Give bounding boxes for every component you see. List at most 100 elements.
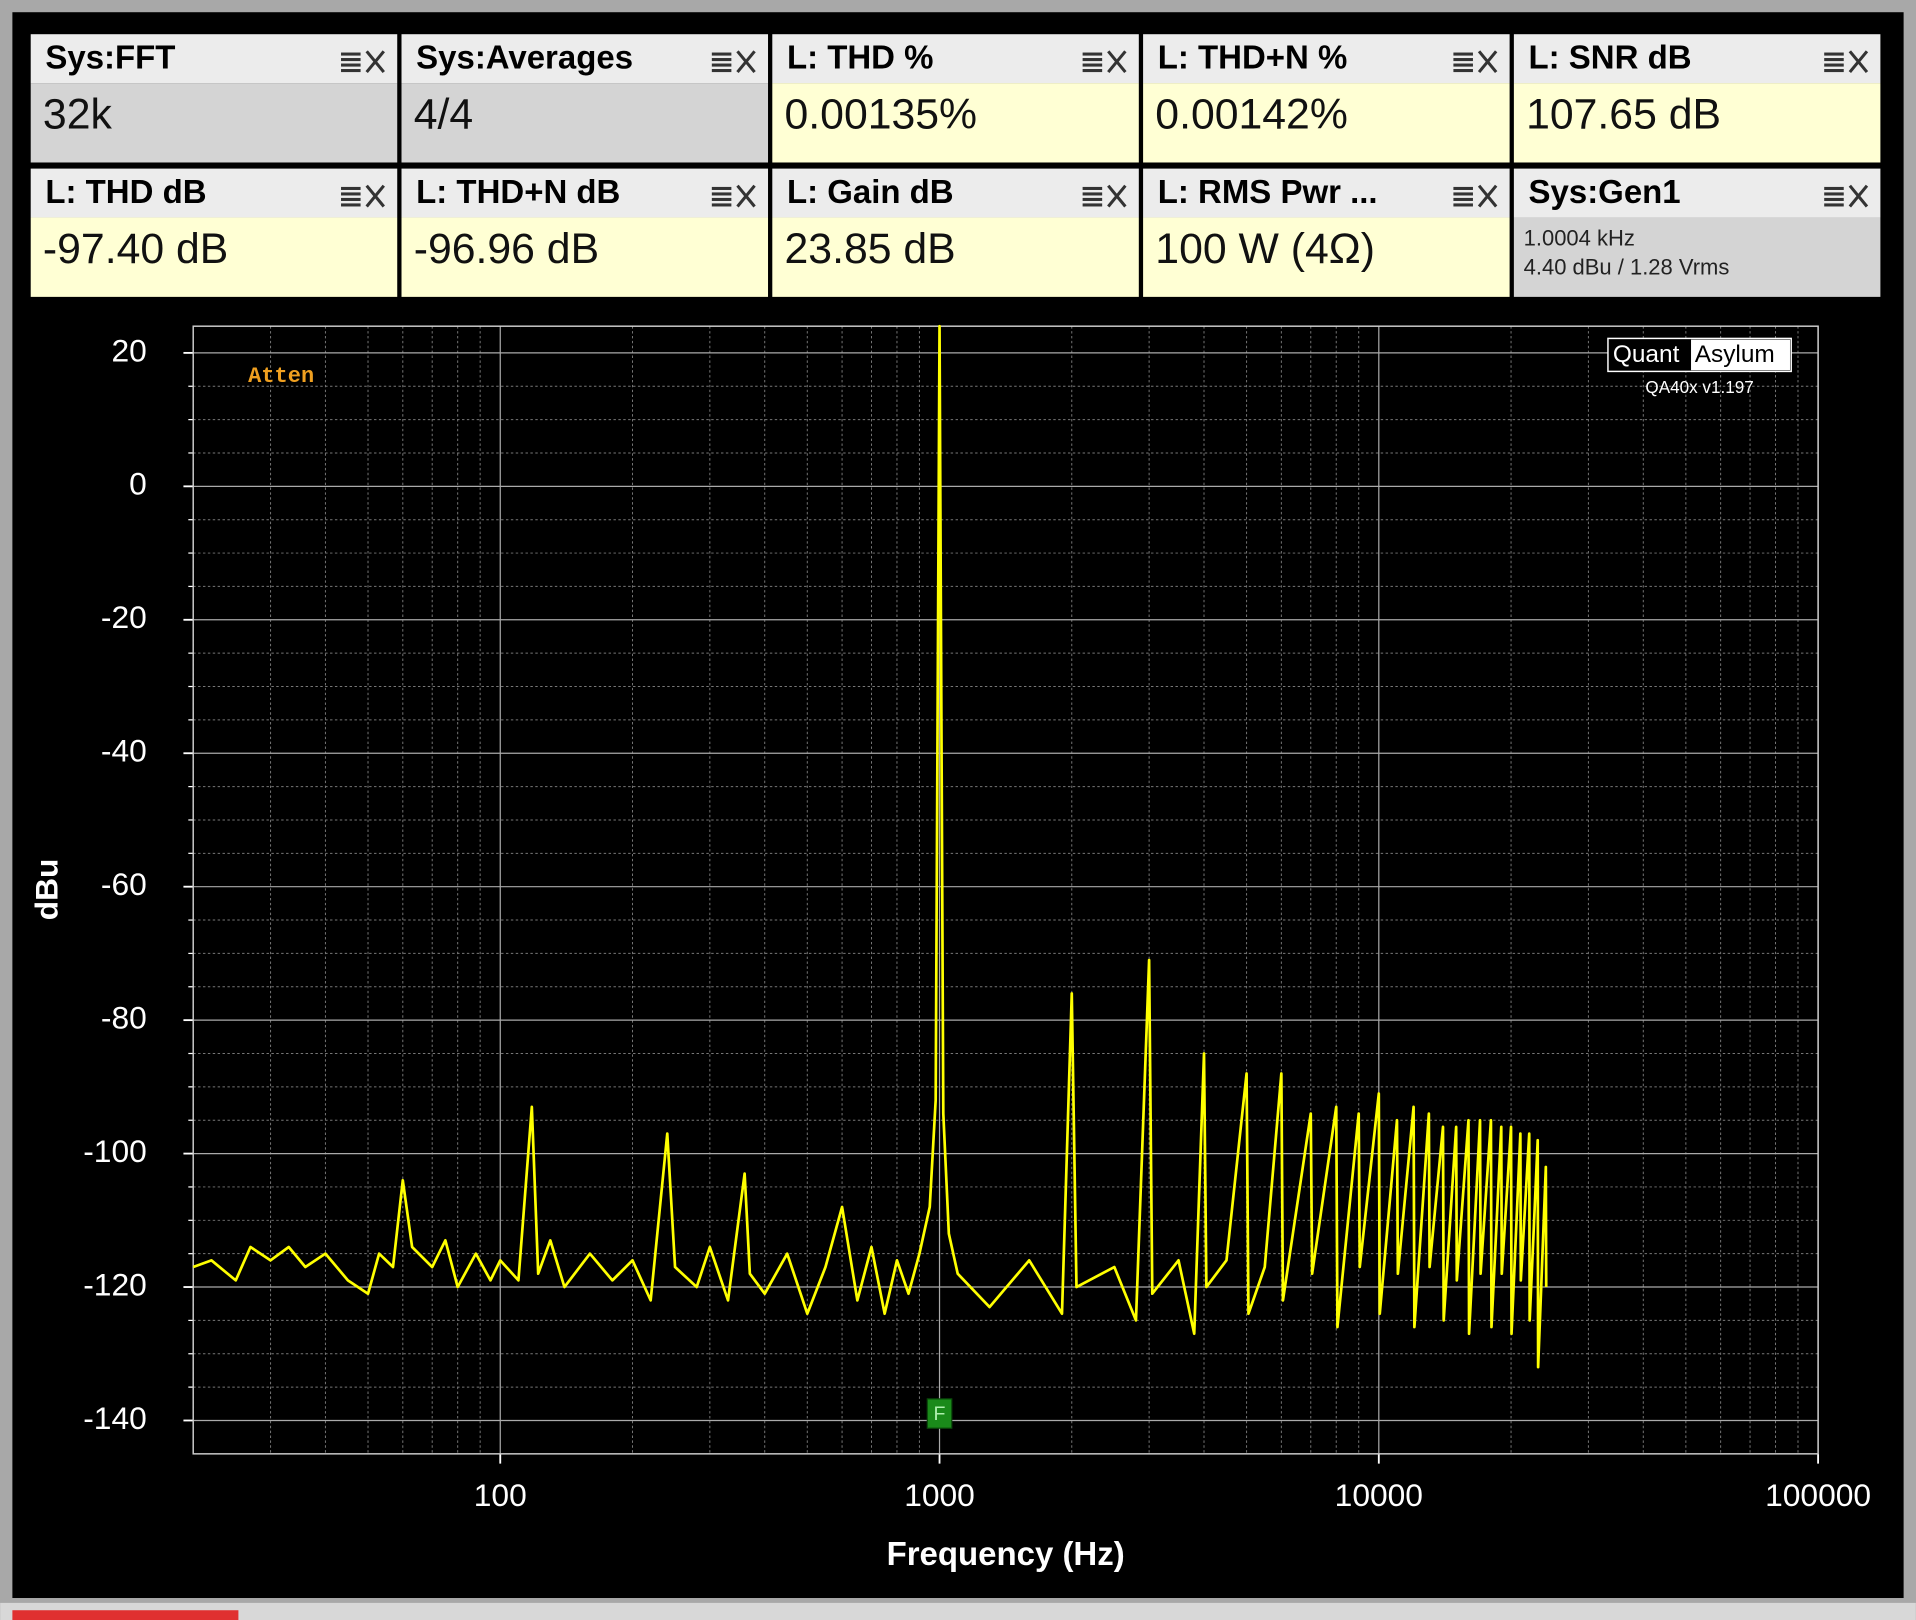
y-tick-label: -60 (101, 866, 147, 902)
menu-icon[interactable] (1082, 58, 1103, 62)
panel-title: Sys:FFT (45, 39, 175, 76)
close-icon[interactable] (365, 184, 385, 208)
panel-value: -97.40 dB (43, 225, 228, 273)
panels: Sys:FFT 32k Sys:Averages 4/4 L: THD % 0.00135… (30, 34, 1881, 297)
menu-icon[interactable] (1824, 186, 1844, 190)
plot-border (192, 325, 1819, 1455)
menu-icon[interactable] (1082, 63, 1103, 67)
menu-icon[interactable] (341, 197, 361, 201)
menu-icon[interactable] (711, 197, 732, 201)
menu-icon[interactable] (1453, 186, 1473, 190)
panel-body (30, 83, 398, 163)
chart: 100 1000 10000 100000 20 0 -20 -40 -60 -80 -100 -12… (28, 324, 1871, 1572)
menu-icon[interactable] (1453, 69, 1473, 73)
menu-icon[interactable] (1082, 69, 1103, 73)
marker-label: F (934, 1403, 946, 1425)
panel-title: L: THD % (787, 39, 934, 76)
panel: Sys:FFT 32k (30, 34, 398, 163)
version-label: QA40x v1.197 (1645, 378, 1753, 397)
panel-value: 0.00135% (785, 91, 978, 139)
menu-icon[interactable] (1082, 203, 1103, 207)
menu-icon[interactable] (1824, 192, 1844, 196)
x-axis-label: Frequency (Hz) (887, 1535, 1125, 1572)
status-bar (0, 1602, 1916, 1620)
menu-icon[interactable] (711, 69, 732, 73)
spectrum-line (192, 324, 1548, 1369)
panel: Sys:Averages 4/4 (401, 34, 769, 163)
panel-title-bar (1513, 168, 1881, 218)
menu-icon[interactable] (1453, 203, 1473, 207)
panel-title-bar (1513, 34, 1881, 84)
annotation: Atten (248, 364, 314, 389)
menu-icon[interactable] (341, 203, 361, 207)
menu-icon[interactable] (711, 58, 732, 62)
menu-icon[interactable] (341, 52, 361, 56)
x-tick-label: 10000 (1335, 1477, 1423, 1513)
y-tick-label: -100 (83, 1133, 147, 1169)
menu-icon[interactable] (1824, 52, 1844, 56)
menu-icon[interactable] (1082, 186, 1103, 190)
panel: Sys:Gen1 1.0004 kHz 4.40 dBu / 1.28 Vrms (1513, 168, 1881, 297)
panel-value: 0.00142% (1155, 91, 1348, 139)
close-icon[interactable] (1107, 50, 1127, 74)
close-icon[interactable] (365, 50, 385, 74)
close-icon[interactable] (1477, 184, 1498, 208)
panel-body (772, 217, 1139, 297)
menu-icon[interactable] (1082, 52, 1103, 56)
close-icon[interactable] (1107, 184, 1127, 208)
close-icon[interactable] (1477, 50, 1498, 74)
panel-value: 32k (43, 91, 113, 139)
panel-title-bar (1143, 168, 1510, 218)
panel-title-bar (1143, 34, 1510, 84)
y-tick-label: -140 (83, 1400, 147, 1436)
panel-value: 23.85 dB (785, 225, 956, 273)
logo-box-fill (1691, 339, 1790, 371)
panel-body (401, 83, 769, 163)
menu-icon[interactable] (1824, 197, 1844, 201)
menu-icon[interactable] (1824, 58, 1844, 62)
menu-icon[interactable] (711, 63, 732, 67)
close-icon[interactable] (1848, 184, 1869, 208)
panel-body (401, 217, 769, 297)
panel-body (772, 83, 1139, 163)
panel-body (1513, 217, 1881, 297)
menu-icon[interactable] (341, 192, 361, 196)
panel-title: Sys:Gen1 (1529, 173, 1681, 210)
close-icon[interactable] (736, 184, 756, 208)
menu-icon[interactable] (1082, 197, 1103, 201)
menu-icon[interactable] (1824, 203, 1844, 207)
menu-icon[interactable] (1453, 52, 1473, 56)
panel-title: Sys:Averages (416, 39, 633, 76)
panel: L: Gain dB 23.85 dB (772, 168, 1139, 297)
panel-title-bar (401, 34, 769, 84)
menu-icon[interactable] (1453, 63, 1473, 67)
menu-icon[interactable] (341, 186, 361, 190)
menu-icon[interactable] (1082, 192, 1103, 196)
menu-icon[interactable] (1824, 69, 1844, 73)
panel-value: 4/4 (414, 91, 473, 139)
menu-icon[interactable] (341, 58, 361, 62)
logo-part: Asylum (1695, 341, 1775, 368)
x-tick-label: 100 (474, 1477, 527, 1513)
close-icon[interactable] (736, 50, 756, 74)
panel-value: 100 W (4Ω) (1155, 225, 1375, 273)
menu-icon[interactable] (711, 192, 732, 196)
menu-icon[interactable] (1453, 192, 1473, 196)
menu-icon[interactable] (711, 203, 732, 207)
y-tick-label: 0 (129, 466, 147, 502)
x-tick-label: 100000 (1765, 1477, 1871, 1513)
marker (926, 1398, 953, 1429)
panel-title: L: THD+N % (1158, 39, 1348, 76)
menu-icon[interactable] (341, 63, 361, 67)
menu-icon[interactable] (341, 69, 361, 73)
menu-icon[interactable] (711, 52, 732, 56)
menu-icon[interactable] (1453, 58, 1473, 62)
menu-icon[interactable] (1824, 63, 1844, 67)
close-icon[interactable] (1848, 50, 1869, 74)
panel-value: 107.65 dB (1526, 91, 1721, 139)
menu-icon[interactable] (1453, 197, 1473, 201)
panel: L: THD+N % 0.00142% (1143, 34, 1510, 163)
menu-icon[interactable] (711, 186, 732, 190)
status-tab (12, 1610, 239, 1620)
